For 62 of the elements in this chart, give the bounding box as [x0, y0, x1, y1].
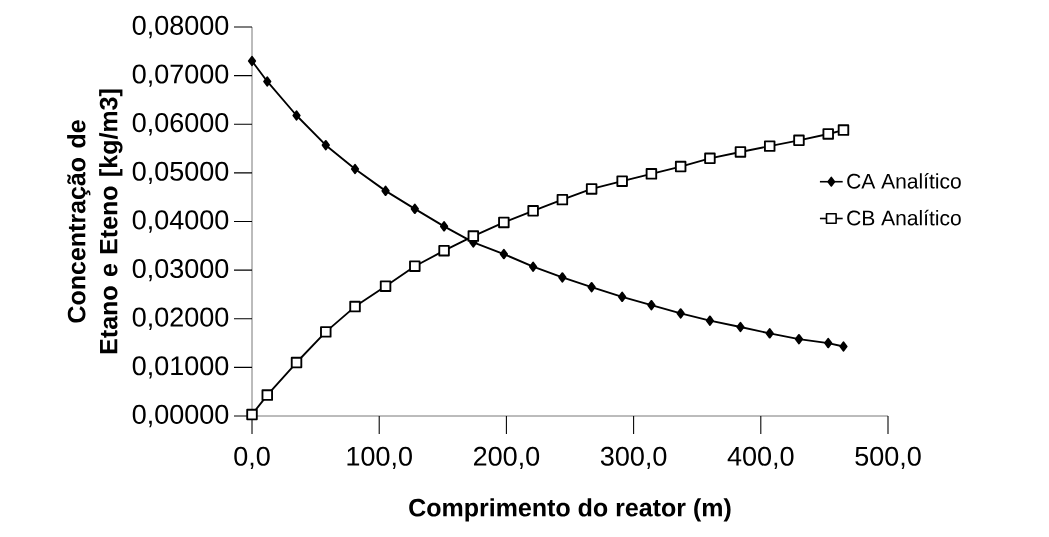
point — [292, 110, 301, 121]
point — [467, 230, 480, 242]
x-tick-label: 400,0 — [727, 446, 794, 470]
point — [618, 291, 627, 303]
point — [645, 168, 658, 180]
point — [676, 308, 685, 319]
point — [794, 333, 804, 345]
x-tick-label: 500,0 — [855, 446, 921, 470]
point — [247, 55, 257, 67]
point — [409, 260, 421, 272]
point — [839, 341, 848, 352]
y-tick-label: 0,08000 — [132, 15, 229, 39]
point — [527, 205, 539, 217]
point — [290, 356, 303, 369]
point — [674, 160, 687, 173]
point — [410, 203, 419, 215]
y-tick-label: 0,03000 — [132, 258, 229, 282]
y-tick-label: 0,07000 — [132, 64, 229, 87]
x-axis-title: Comprimento do reator (m) — [409, 498, 731, 522]
point — [704, 152, 716, 165]
point — [736, 321, 745, 333]
point — [705, 315, 715, 326]
point — [616, 175, 628, 187]
point — [499, 248, 508, 260]
x-tick-label: 0,0 — [234, 446, 270, 470]
point — [647, 299, 656, 311]
x-tick-label: 200,0 — [473, 446, 540, 470]
point — [734, 146, 747, 158]
point — [587, 281, 596, 293]
point — [350, 163, 360, 175]
point — [320, 326, 332, 338]
y-tick-label: 0,02000 — [132, 307, 229, 330]
point — [528, 261, 538, 272]
point — [263, 76, 272, 87]
point — [498, 216, 510, 229]
point — [438, 244, 450, 257]
y-tick-label: 0,06000 — [132, 113, 229, 136]
point — [379, 280, 392, 292]
y-tick-label: 0,01000 — [132, 356, 229, 379]
point — [349, 300, 361, 313]
point — [585, 183, 598, 195]
point — [556, 193, 569, 206]
point — [381, 185, 390, 197]
point — [822, 128, 834, 140]
y-tick-label: 0,04000 — [132, 210, 229, 233]
legend-label: CB Analítico — [847, 209, 961, 226]
point — [321, 139, 330, 151]
y-tick-label: 0,00000 — [132, 404, 229, 428]
y-tick-label: 0,05000 — [132, 161, 229, 185]
point — [558, 272, 567, 283]
point — [261, 389, 274, 401]
x-tick-label: 300,0 — [600, 446, 667, 470]
point — [824, 337, 833, 349]
point — [765, 328, 774, 339]
point — [837, 124, 850, 136]
point — [246, 408, 258, 421]
point — [763, 140, 776, 152]
legend-label: CA Analítico — [847, 172, 961, 189]
point — [439, 221, 449, 232]
y-axis-title: Concentração de Etano e Eteno [kg/m3] — [67, 89, 123, 354]
point — [793, 134, 805, 147]
x-tick-label: 100,0 — [347, 446, 412, 470]
